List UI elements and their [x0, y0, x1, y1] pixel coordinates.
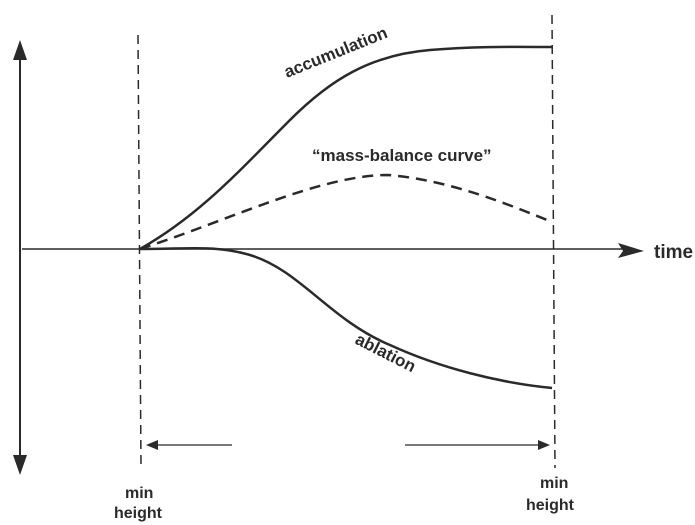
- right-height-label: height: [526, 497, 575, 514]
- time-axis-label: time: [654, 242, 693, 263]
- vertical-axis-up-arrow: [13, 40, 27, 60]
- left-min-height-marker: [137, 34, 142, 469]
- interval-right-arrow-head: [538, 440, 550, 450]
- interval-left-arrow-head: [146, 440, 158, 450]
- mass-balance-curve: [139, 173, 553, 251]
- accumulation-label: accumulation: [281, 23, 390, 82]
- accumulation-curve: [139, 45, 553, 251]
- vertical-axis-down-arrow: [13, 455, 27, 475]
- time-axis-arrow: [618, 243, 644, 258]
- ablation-curve: [139, 246, 553, 390]
- left-min-label: min: [125, 485, 153, 502]
- left-height-label: height: [114, 505, 163, 522]
- mass-balance-label: “mass-balance curve”: [312, 146, 492, 165]
- right-min-label: min: [540, 475, 568, 492]
- right-min-height-marker: [551, 14, 556, 469]
